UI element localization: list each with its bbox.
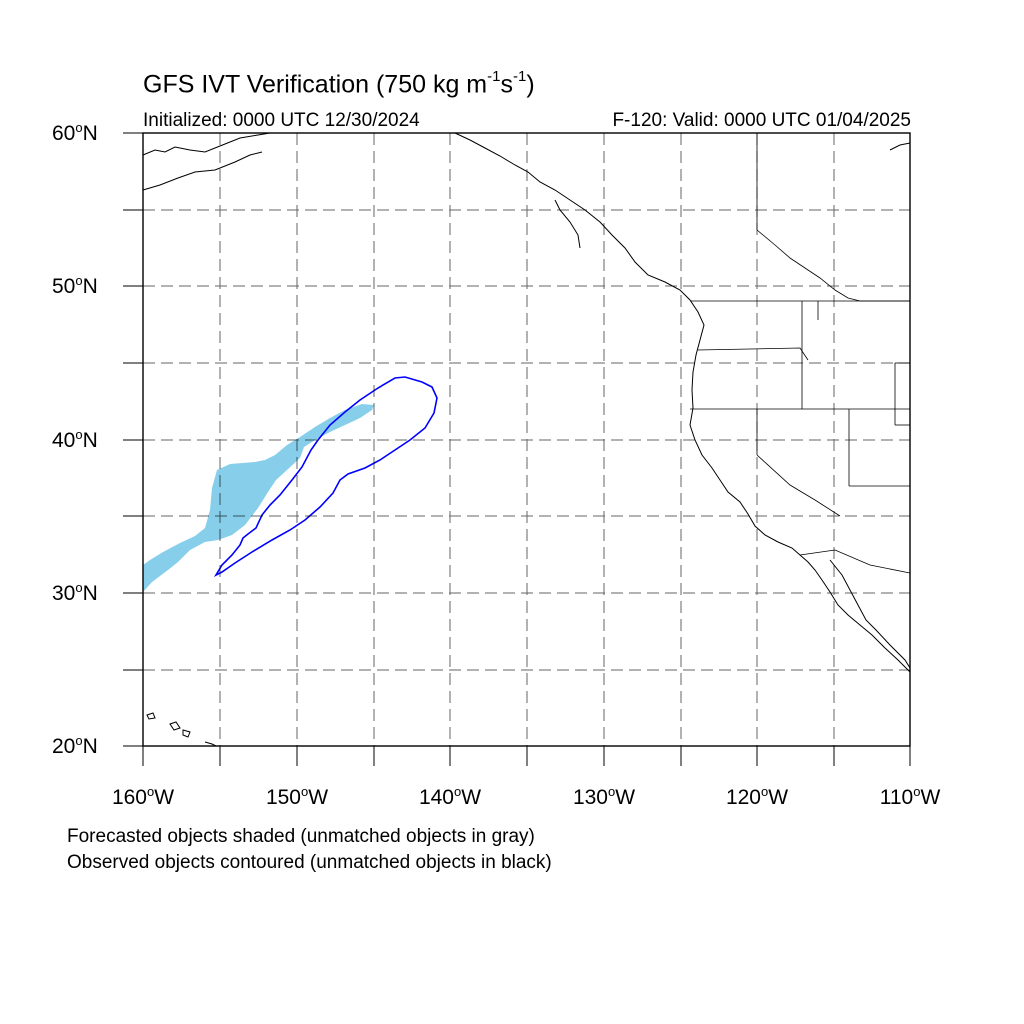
- lon-label-120w: 120oW: [725, 784, 789, 809]
- map-title: GFS IVT Verification (750 kg m-1s-1): [143, 68, 535, 99]
- lat-label-50n: 50oN: [52, 273, 98, 298]
- coastlines: [142, 132, 911, 747]
- lon-label-160w: 160oW: [111, 784, 175, 809]
- valid-time: F-120: Valid: 0000 UTC 01/04/2025: [612, 110, 911, 131]
- lon-label-110w: 110oW: [879, 784, 941, 809]
- initialized-time: Initialized: 0000 UTC 12/30/2024: [143, 110, 420, 131]
- lat-label-30n: 30oN: [52, 580, 98, 605]
- lat-label-40n: 40oN: [52, 427, 98, 452]
- lat-label-20n: 20oN: [52, 733, 98, 758]
- political-boundaries: [690, 133, 911, 574]
- lon-label-150w: 150oW: [265, 784, 329, 809]
- observed-object-contour: [213, 376, 438, 577]
- map-gridlines: [143, 133, 910, 746]
- forecast-legend-note: Forecasted objects shaded (unmatched obj…: [67, 826, 535, 847]
- lon-label-140w: 140oW: [418, 784, 482, 809]
- observed-legend-note: Observed objects contoured (unmatched ob…: [67, 852, 552, 873]
- lat-label-60n: 60oN: [52, 120, 98, 145]
- forecast-object-shaded: [143, 404, 374, 592]
- axis-ticks: [123, 132, 911, 766]
- lon-label-130w: 130oW: [572, 784, 636, 809]
